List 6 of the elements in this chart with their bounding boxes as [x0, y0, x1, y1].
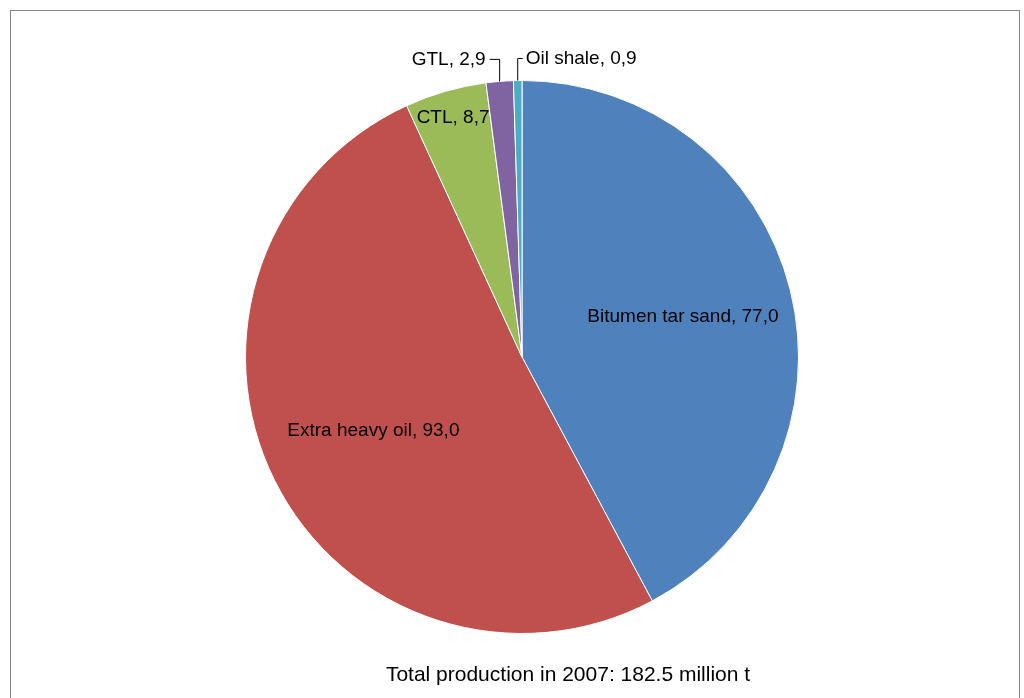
slice-label: CTL, 8,7	[416, 106, 490, 128]
slice-label: Extra heavy oil, 93,0	[287, 418, 460, 440]
slice-label: GTL, 2,9	[411, 47, 486, 69]
slice-label: Oil shale, 0,9	[525, 46, 637, 68]
slice-label: Bitumen tar sand, 77,0	[587, 304, 779, 326]
text: Total production in 2007: 182.5 million t	[385, 661, 751, 685]
